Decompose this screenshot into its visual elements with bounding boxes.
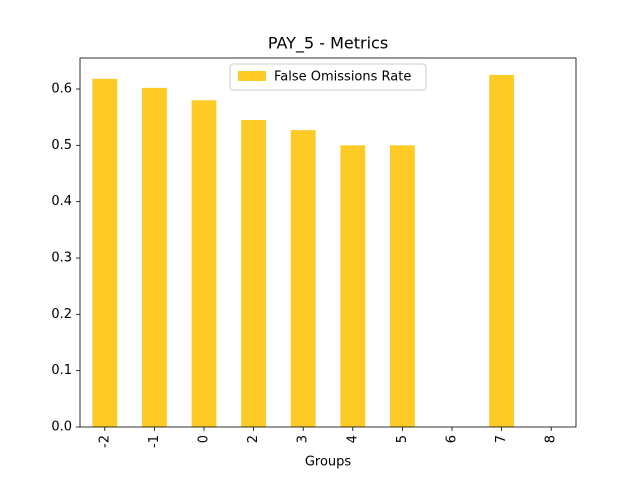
- x-tick-label: 2: [246, 435, 261, 443]
- y-tick-label: 0.2: [51, 307, 72, 322]
- bar: [92, 78, 118, 428]
- y-tick-label: 0.4: [51, 194, 72, 209]
- chart-title: PAY_5 - Metrics: [268, 34, 388, 54]
- y-tick-label: 0.5: [51, 138, 72, 153]
- bar: [390, 145, 415, 427]
- legend-frame: [229, 63, 427, 91]
- bar: [191, 100, 217, 428]
- x-tick-label: -2: [97, 435, 112, 448]
- x-tick-label: 4: [345, 435, 360, 443]
- bar: [290, 130, 316, 427]
- x-tick-label: 8: [544, 435, 559, 443]
- x-tick-label: -1: [147, 435, 162, 448]
- bar: [241, 119, 266, 427]
- x-tick-label: 7: [494, 435, 509, 443]
- x-tick-label: 6: [445, 435, 460, 443]
- bar: [489, 74, 514, 428]
- bar: [142, 87, 167, 427]
- y-tick-label: 0.0: [51, 420, 72, 435]
- legend-label: False Omissions Rate: [274, 70, 411, 85]
- plot-frame: [79, 57, 577, 428]
- x-axis-label: Groups: [305, 455, 352, 470]
- x-tick-label: 3: [296, 435, 311, 443]
- legend-swatch: [238, 71, 266, 81]
- y-tick-label: 0.6: [51, 81, 72, 96]
- x-tick-label: 5: [395, 435, 410, 443]
- legend: False Omissions Rate: [229, 63, 427, 91]
- x-tick-label: 0: [197, 435, 212, 443]
- y-tick-label: 0.1: [51, 363, 72, 378]
- bar: [340, 145, 366, 427]
- y-tick-label: 0.3: [51, 250, 72, 265]
